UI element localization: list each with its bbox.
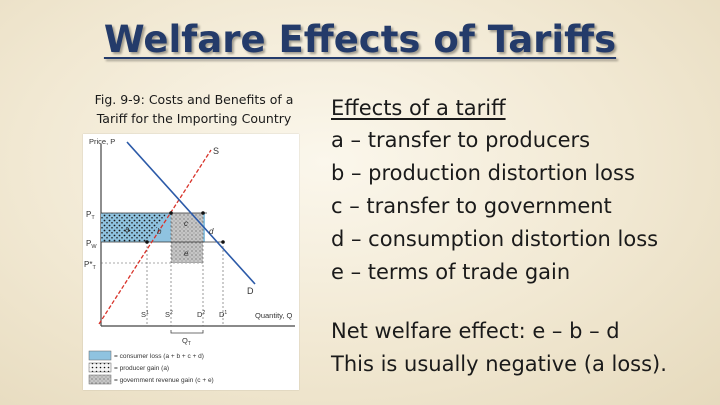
area-label-e: e bbox=[184, 249, 189, 258]
effects-panel: Effects of a tariff a – transfer to prod… bbox=[331, 92, 716, 381]
area-label-b: b bbox=[157, 227, 162, 236]
figure-caption: Fig. 9-9: Costs and Benefits of a Tariff… bbox=[66, 90, 322, 128]
demand-curve bbox=[126, 141, 256, 285]
import-quantity-label: QT bbox=[182, 336, 191, 347]
effect-item-c: c – transfer to government bbox=[331, 194, 612, 218]
legend-swatch-producer-gain bbox=[88, 362, 112, 373]
government-revenue-area-e bbox=[171, 242, 203, 263]
effect-item-a: a – transfer to producers bbox=[331, 128, 591, 152]
supply-label: S bbox=[213, 146, 219, 156]
legend-swatch-consumer-loss bbox=[88, 350, 112, 361]
supply-curve bbox=[98, 149, 212, 325]
legend-swatch-revenue-gain bbox=[88, 374, 112, 385]
price-label-pt: PT bbox=[86, 210, 95, 221]
legend-consumer-loss: = consumer loss (a + b + c + d) bbox=[114, 353, 204, 360]
net-effect-line-2: This is usually negative (a loss). bbox=[331, 352, 667, 376]
point-d2 bbox=[201, 211, 205, 215]
quantity-label-s2: S2 bbox=[165, 310, 173, 319]
net-effect-block: Net welfare effect: e – b – d This is us… bbox=[331, 315, 716, 381]
point-s1 bbox=[145, 240, 149, 244]
price-label-pw: PW bbox=[86, 239, 97, 250]
effect-item-e: e – terms of trade gain bbox=[331, 260, 571, 284]
price-label-pt-star: P*T bbox=[84, 260, 96, 271]
legend-revenue-gain: = government revenue gain (c + e) bbox=[114, 377, 214, 384]
slide-title: Welfare Effects of Tariffs bbox=[103, 18, 617, 61]
effects-list: a – transfer to producers b – production… bbox=[331, 124, 716, 289]
quantity-label-s1: S1 bbox=[141, 310, 149, 319]
area-label-c: c bbox=[184, 219, 188, 228]
figure-caption-line-1: Fig. 9-9: Costs and Benefits of a bbox=[94, 92, 294, 107]
figure-caption-line-2: Tariff for the Importing Country bbox=[96, 111, 292, 126]
effect-item-d: d – consumption distortion loss bbox=[331, 227, 659, 251]
quantity-label-d1: D1 bbox=[219, 310, 227, 319]
government-revenue-area-c bbox=[171, 213, 203, 242]
area-label-a: a bbox=[125, 225, 130, 234]
legend-producer-gain: = producer gain (a) bbox=[114, 365, 169, 372]
quantity-label-d2: D2 bbox=[197, 310, 205, 319]
import-bracket bbox=[170, 330, 204, 334]
y-axis-label: Price, P bbox=[89, 137, 115, 146]
effect-item-b: b – production distortion loss bbox=[331, 161, 635, 185]
effects-heading: Effects of a tariff bbox=[331, 96, 506, 120]
point-d1 bbox=[221, 240, 225, 244]
net-effect-line-1: Net welfare effect: e – b – d bbox=[331, 319, 620, 343]
point-s2 bbox=[169, 211, 173, 215]
producer-gain-area bbox=[101, 213, 167, 242]
tariff-welfare-diagram: Price, P Quantity, Q S D PT PW P*T a b c bbox=[83, 134, 299, 390]
x-axis-label: Quantity, Q bbox=[255, 311, 293, 320]
demand-label: D bbox=[247, 286, 254, 296]
area-label-d: d bbox=[209, 227, 214, 236]
